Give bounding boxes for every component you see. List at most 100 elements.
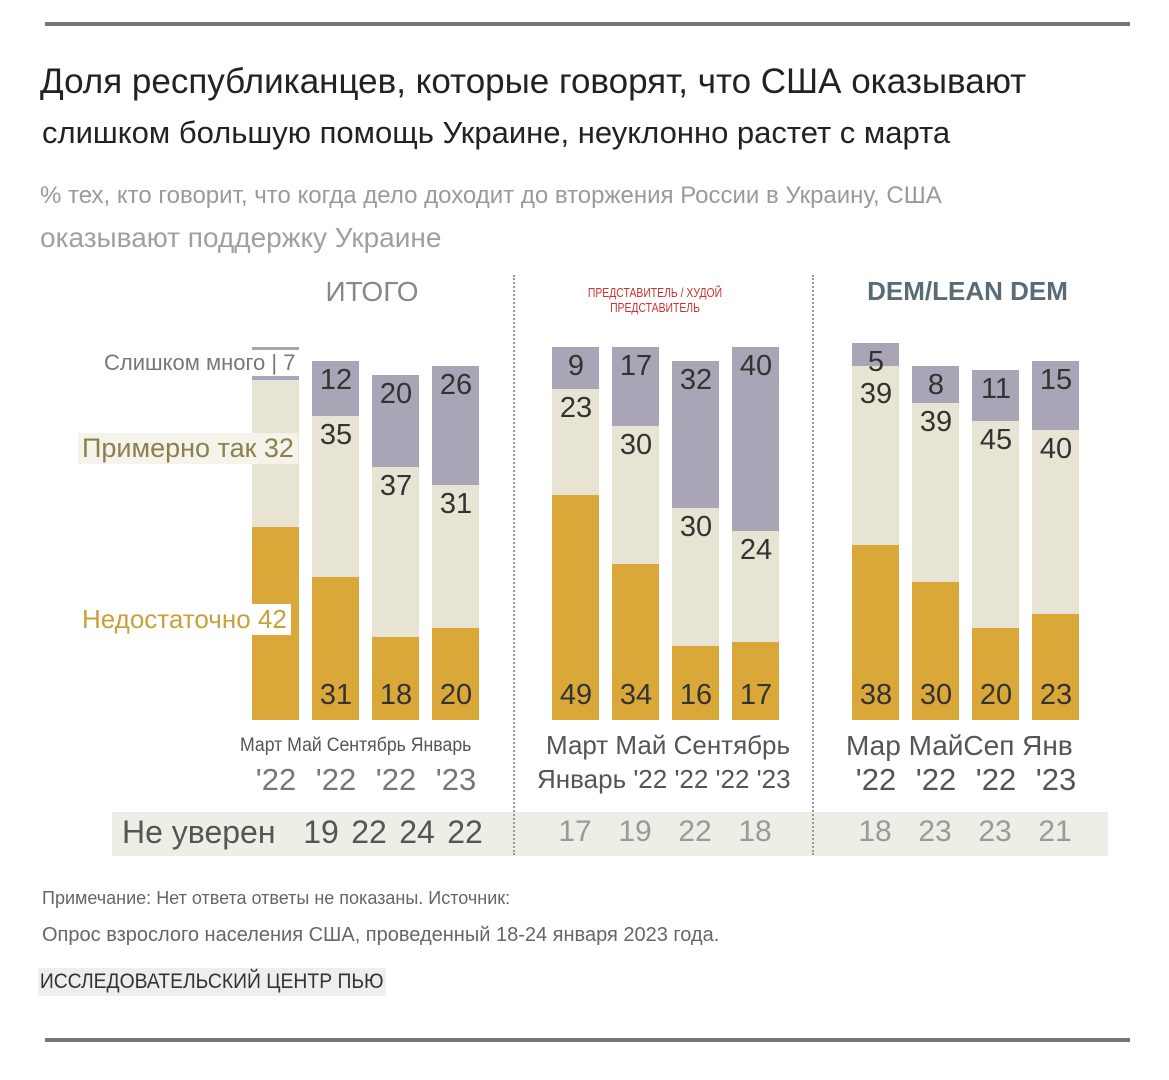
value-label-not-enough: 34 xyxy=(619,679,653,711)
bar-segment-too-much xyxy=(612,347,659,426)
bar-segment-about-right xyxy=(612,425,659,564)
value-label-not-enough: 18 xyxy=(379,679,413,711)
value-label-too-much: 15 xyxy=(1039,364,1073,397)
value-label-about-right: 39 xyxy=(859,377,893,410)
not-sure-label: Не уверен xyxy=(122,814,276,850)
bar-segment-not-enough xyxy=(612,563,659,720)
value-label-not-enough: 30 xyxy=(919,679,953,711)
not-sure-value: 22 xyxy=(678,815,712,848)
not-sure-value: 18 xyxy=(858,815,892,848)
value-label-about-right: 24 xyxy=(739,534,773,567)
value-label-about-right: 45 xyxy=(979,424,1013,456)
value-label-too-much: 9 xyxy=(567,350,585,383)
bar-segment-about-right xyxy=(672,508,719,647)
value-label-too-much: 8 xyxy=(927,368,945,401)
bar-segment-about-right xyxy=(552,388,599,495)
group-title-dem: DEM/LEAN DEM xyxy=(867,276,1068,306)
value-label-about-right: 30 xyxy=(619,428,653,461)
group-divider xyxy=(513,275,515,855)
value-label-about-right: 40 xyxy=(1039,433,1073,466)
bar-segment-too-much xyxy=(552,347,599,389)
x-tick-months: Март Май Сентябрь xyxy=(546,730,791,760)
bar-segment-about-right xyxy=(372,467,419,638)
bar-segment-too-much xyxy=(432,365,479,486)
bar-segment-about-right xyxy=(432,485,479,628)
value-label-too-much: 40 xyxy=(739,350,773,383)
bar-segment-too-much xyxy=(972,370,1019,421)
value-label-too-much: 32 xyxy=(679,364,713,397)
value-label-about-right: 37 xyxy=(379,470,413,502)
bar-segment-not-enough xyxy=(912,582,959,720)
note: Примечание: Нет ответа ответы не показан… xyxy=(42,888,511,908)
value-label-not-enough: 20 xyxy=(439,679,473,711)
not-sure-value: 19 xyxy=(303,814,339,850)
value-label-about-right: 23 xyxy=(559,391,593,424)
bar-segment-too-much xyxy=(732,347,779,532)
x-tick-year: '22 xyxy=(375,762,417,797)
subtitle-line-2: оказывают поддержку Украине xyxy=(40,222,442,253)
value-label-too-much: 17 xyxy=(619,350,653,383)
value-label-too-much: 20 xyxy=(379,378,413,410)
value-label-about-right: 39 xyxy=(919,405,953,438)
bar-segment-not-enough xyxy=(1032,614,1079,720)
bar-segment-about-right xyxy=(732,531,779,642)
value-label-not-enough: 31 xyxy=(319,679,353,711)
bar-segment-about-right xyxy=(852,365,899,546)
value-label-about-right: 30 xyxy=(679,511,713,544)
bar-segment-too-much xyxy=(672,361,719,509)
value-label-not-enough: 16 xyxy=(679,679,713,711)
x-tick-year: '22 xyxy=(975,762,1017,797)
not-sure-value: 21 xyxy=(1038,815,1072,848)
not-sure-value: 19 xyxy=(618,815,652,848)
not-sure-band xyxy=(112,812,1108,856)
not-sure-value: 17 xyxy=(558,815,592,848)
group-title-rep: ПРЕДСТАВИТЕЛЬ / ХУДОЙ ПРЕДСТАВИТЕЛЬ xyxy=(587,285,723,315)
value-label-not-enough: 38 xyxy=(859,679,893,711)
value-label-not-enough: 17 xyxy=(739,679,773,711)
not-sure-value: 24 xyxy=(399,814,435,850)
value-label-too-much: 26 xyxy=(439,368,473,401)
bar-segment-about-right xyxy=(312,416,359,578)
bar-segment-not-enough xyxy=(672,646,719,720)
bar-segment-not-enough xyxy=(372,637,419,720)
bar-segment-too-much xyxy=(372,375,419,467)
title-line-2: слишком большую помощь Украине, неуклонн… xyxy=(42,115,951,150)
x-tick-year: '23 xyxy=(435,762,477,797)
x-tick-months: Мар МайСеп Янв xyxy=(846,730,1073,761)
not-sure-value: 22 xyxy=(447,814,483,850)
legend-about-right: Примерно так 32 xyxy=(78,433,298,464)
title-line-1: Доля республиканцев, которые говорят, чт… xyxy=(40,62,1027,101)
not-sure-value: 23 xyxy=(978,815,1012,848)
x-tick-year: '23 xyxy=(1035,762,1077,797)
value-label-not-enough: 49 xyxy=(559,679,593,711)
bar-segment-not-enough xyxy=(852,545,899,720)
bar-segment-too-much xyxy=(1032,361,1079,431)
x-tick-year: '22 xyxy=(915,762,957,797)
not-sure-value: 23 xyxy=(918,815,952,848)
x-tick-year: '22 xyxy=(315,762,357,797)
top-rule xyxy=(45,22,1130,26)
x-tick-years: Январь '22 '22 '22 '23 xyxy=(537,764,791,794)
value-label-about-right: 31 xyxy=(439,488,473,521)
bar-segment-too-much xyxy=(912,365,959,403)
source-credit: ИССЛЕДОВАТЕЛЬСКИЙ ЦЕНТР ПЬЮ xyxy=(38,968,386,996)
bar-segment-too-much xyxy=(852,342,899,366)
not-sure-value: 18 xyxy=(738,815,772,848)
not-sure-value: 22 xyxy=(351,814,387,850)
bar-segment-too-much xyxy=(312,361,359,417)
legend-not-enough: Недостаточно 42 xyxy=(78,604,291,635)
bar-segment-not-enough xyxy=(972,628,1019,720)
x-tick-months: Март Май Сентябрь Январь xyxy=(240,735,472,756)
bar-segment-not-enough xyxy=(732,641,779,720)
x-tick-year: '22 xyxy=(855,762,897,797)
bar-segment-not-enough xyxy=(552,494,599,720)
legend-too-much: Слишком много | 7 xyxy=(100,350,300,376)
value-label-not-enough: 20 xyxy=(979,679,1013,711)
bar-segment-not-enough xyxy=(432,628,479,720)
bar-segment-about-right xyxy=(912,402,959,582)
value-label-not-enough: 23 xyxy=(1039,679,1073,711)
group-divider xyxy=(812,275,814,855)
group-title-total: ИТОГО xyxy=(325,276,419,307)
source-note: Опрос взрослого населения США, проведенн… xyxy=(42,924,720,946)
